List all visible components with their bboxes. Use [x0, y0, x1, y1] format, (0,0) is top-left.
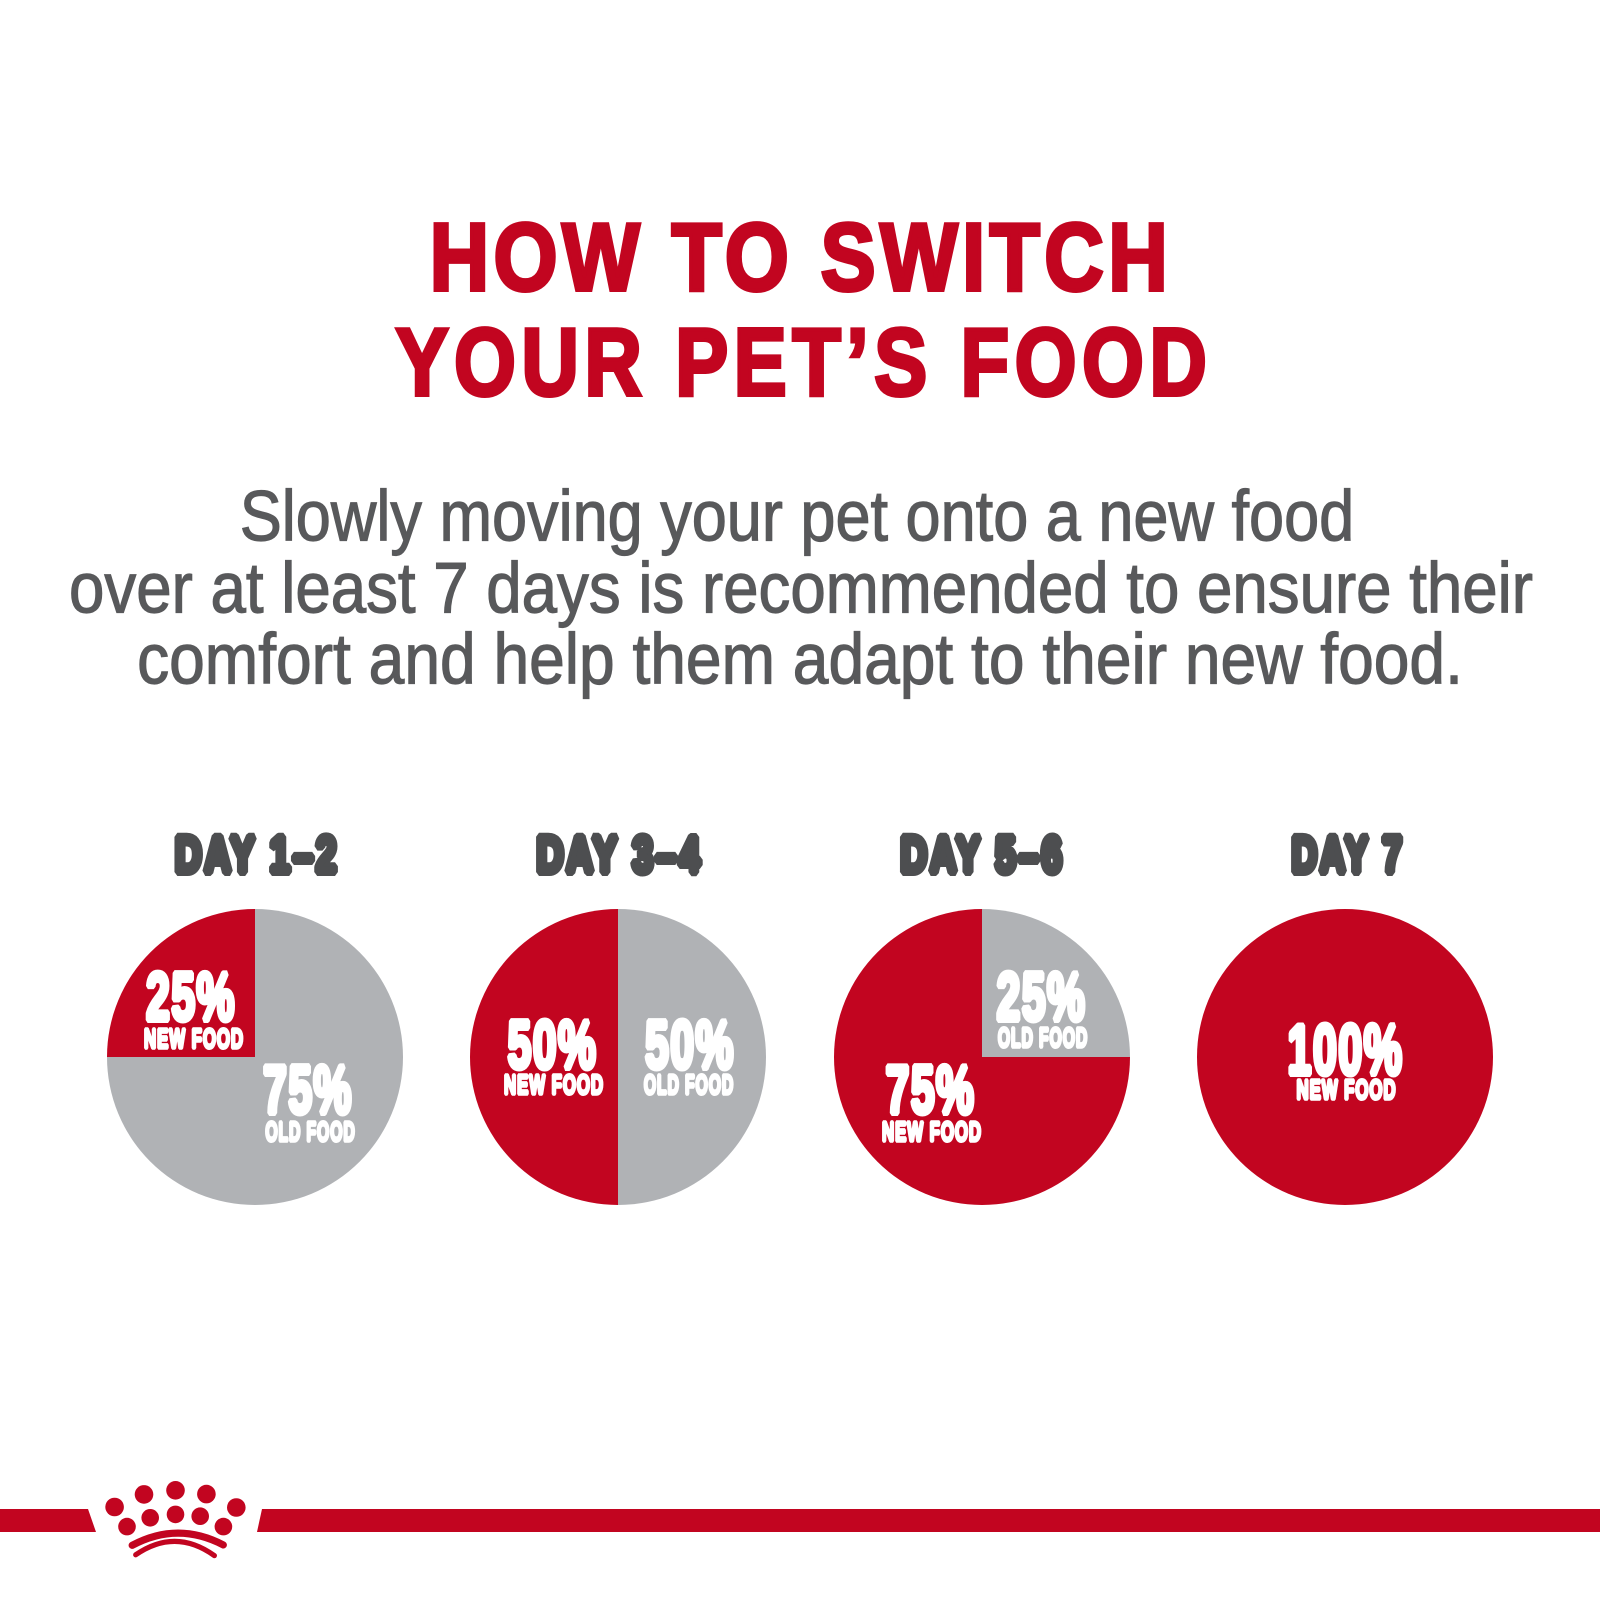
svg-text:NEW FOOD: NEW FOOD — [504, 1069, 604, 1100]
svg-text:100%: 100% — [1288, 1011, 1404, 1090]
svg-text:OLD FOOD: OLD FOOD — [644, 1070, 734, 1101]
svg-text:DAY 5–6: DAY 5–6 — [900, 827, 1064, 883]
svg-text:25%: 25% — [997, 959, 1087, 1034]
svg-text:DAY 1–2: DAY 1–2 — [175, 827, 339, 883]
svg-text:50%: 50% — [645, 1007, 735, 1082]
svg-text:25%: 25% — [146, 959, 236, 1034]
svg-text:DAY 3–4: DAY 3–4 — [537, 826, 703, 883]
svg-text:NEW FOOD: NEW FOOD — [1297, 1074, 1397, 1105]
svg-text:NEW FOOD: NEW FOOD — [144, 1023, 244, 1054]
svg-text:OLD FOOD: OLD FOOD — [265, 1117, 355, 1148]
svg-text:NEW FOOD: NEW FOOD — [882, 1116, 982, 1147]
svg-text:DAY 7: DAY 7 — [1292, 827, 1405, 884]
svg-text:75%: 75% — [263, 1052, 353, 1127]
svg-text:OLD FOOD: OLD FOOD — [998, 1023, 1088, 1054]
svg-text:50%: 50% — [508, 1007, 598, 1082]
svg-text:75%: 75% — [886, 1052, 976, 1127]
